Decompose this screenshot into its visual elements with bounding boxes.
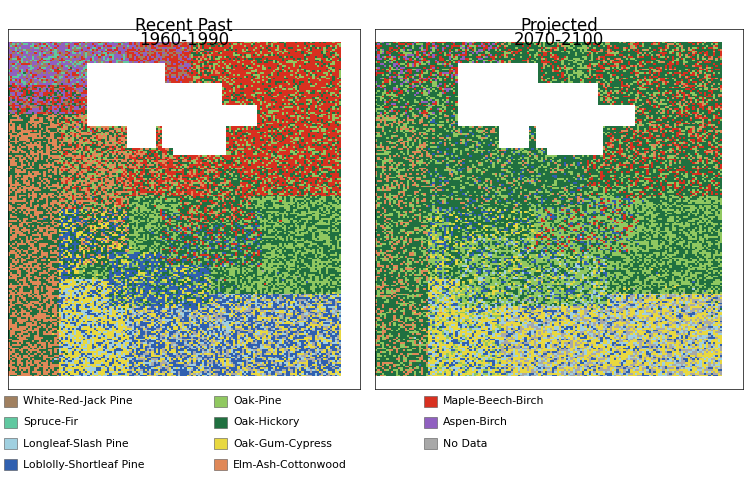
Text: Oak-Gum-Cypress: Oak-Gum-Cypress bbox=[233, 439, 332, 448]
Text: Maple-Beech-Birch: Maple-Beech-Birch bbox=[443, 396, 544, 406]
Text: Projected: Projected bbox=[520, 17, 598, 35]
Text: Loblolly-Shortleaf Pine: Loblolly-Shortleaf Pine bbox=[23, 460, 145, 469]
Text: Oak-Pine: Oak-Pine bbox=[233, 396, 282, 406]
Text: No Data: No Data bbox=[443, 439, 488, 448]
Text: Elm-Ash-Cottonwood: Elm-Ash-Cottonwood bbox=[233, 460, 347, 469]
Text: White-Red-Jack Pine: White-Red-Jack Pine bbox=[23, 396, 133, 406]
Text: Longleaf-Slash Pine: Longleaf-Slash Pine bbox=[23, 439, 129, 448]
Text: Aspen-Birch: Aspen-Birch bbox=[443, 418, 509, 427]
Text: 2070-2100: 2070-2100 bbox=[514, 31, 604, 49]
Text: Spruce-Fir: Spruce-Fir bbox=[23, 418, 78, 427]
Text: Oak-Hickory: Oak-Hickory bbox=[233, 418, 299, 427]
Text: 1960-1990: 1960-1990 bbox=[139, 31, 229, 49]
Text: Recent Past: Recent Past bbox=[135, 17, 232, 35]
